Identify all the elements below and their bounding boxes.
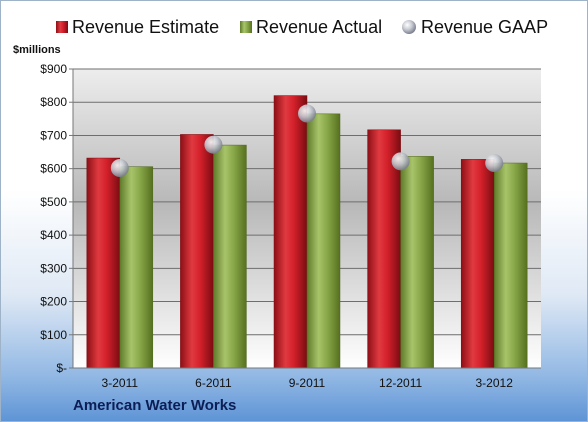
legend-item-actual: Revenue Actual xyxy=(240,17,382,37)
bar-revenue-estimate xyxy=(180,134,214,369)
gaap-markers xyxy=(110,104,504,178)
bar-revenue-actual xyxy=(400,156,434,369)
y-tick-label: $- xyxy=(56,361,67,375)
y-tick-label: $300 xyxy=(40,261,67,275)
legend-swatch-estimate xyxy=(56,21,68,33)
x-tick-label: 3-2012 xyxy=(476,376,514,390)
legend-label-estimate: Revenue Estimate xyxy=(72,17,219,37)
y-tick-label: $600 xyxy=(40,162,67,176)
y-tick-label: $700 xyxy=(40,128,67,142)
marker-revenue-gaap xyxy=(391,152,410,171)
marker-revenue-gaap xyxy=(204,135,223,154)
y-tick-label: $900 xyxy=(40,62,67,76)
bar-revenue-estimate xyxy=(273,95,308,369)
legend-label-gaap: Revenue GAAP xyxy=(421,17,548,37)
legend-label-actual: Revenue Actual xyxy=(256,17,382,37)
y-tick-label: $500 xyxy=(40,195,67,209)
x-tick-label: 12-2011 xyxy=(379,376,422,390)
legend-swatch-actual xyxy=(240,21,252,33)
legend-marker-gaap xyxy=(402,20,416,34)
marker-revenue-gaap xyxy=(485,154,504,173)
y-axis-ticks: $- $100 $200 $300 $400 $500 $600 $700 $800 $900 xyxy=(40,62,73,375)
bar-revenue-estimate xyxy=(367,129,401,369)
x-tick-label: 3-2011 xyxy=(102,376,139,390)
x-axis-ticks: 3-2011 6-2011 9-2011 12-2011 3-2012 xyxy=(102,376,514,390)
bar-revenue-actual xyxy=(213,144,247,369)
company-name: American Water Works xyxy=(73,397,237,414)
bar-revenue-actual xyxy=(306,113,341,369)
legend: Revenue Estimate Revenue Actual Revenue … xyxy=(56,17,548,37)
y-tick-label: $200 xyxy=(40,295,67,309)
marker-revenue-gaap xyxy=(298,104,316,123)
bar-revenue-estimate xyxy=(460,159,495,369)
y-tick-label: $800 xyxy=(40,95,67,109)
y-axis-unit-label: $millions xyxy=(13,44,61,56)
bar-revenue-actual xyxy=(119,166,154,369)
legend-item-gaap: Revenue GAAP xyxy=(402,17,548,37)
x-tick-label: 9-2011 xyxy=(289,376,326,390)
bar-revenue-actual xyxy=(493,162,528,369)
legend-item-estimate: Revenue Estimate xyxy=(56,17,219,37)
bars xyxy=(86,95,528,369)
y-tick-label: $400 xyxy=(40,228,67,242)
y-tick-label: $100 xyxy=(40,328,67,342)
marker-revenue-gaap xyxy=(110,159,129,178)
bar-revenue-estimate xyxy=(86,157,121,369)
x-tick-label: 6-2011 xyxy=(195,376,232,390)
